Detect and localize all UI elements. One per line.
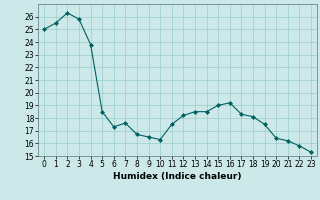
X-axis label: Humidex (Indice chaleur): Humidex (Indice chaleur) [113,172,242,181]
